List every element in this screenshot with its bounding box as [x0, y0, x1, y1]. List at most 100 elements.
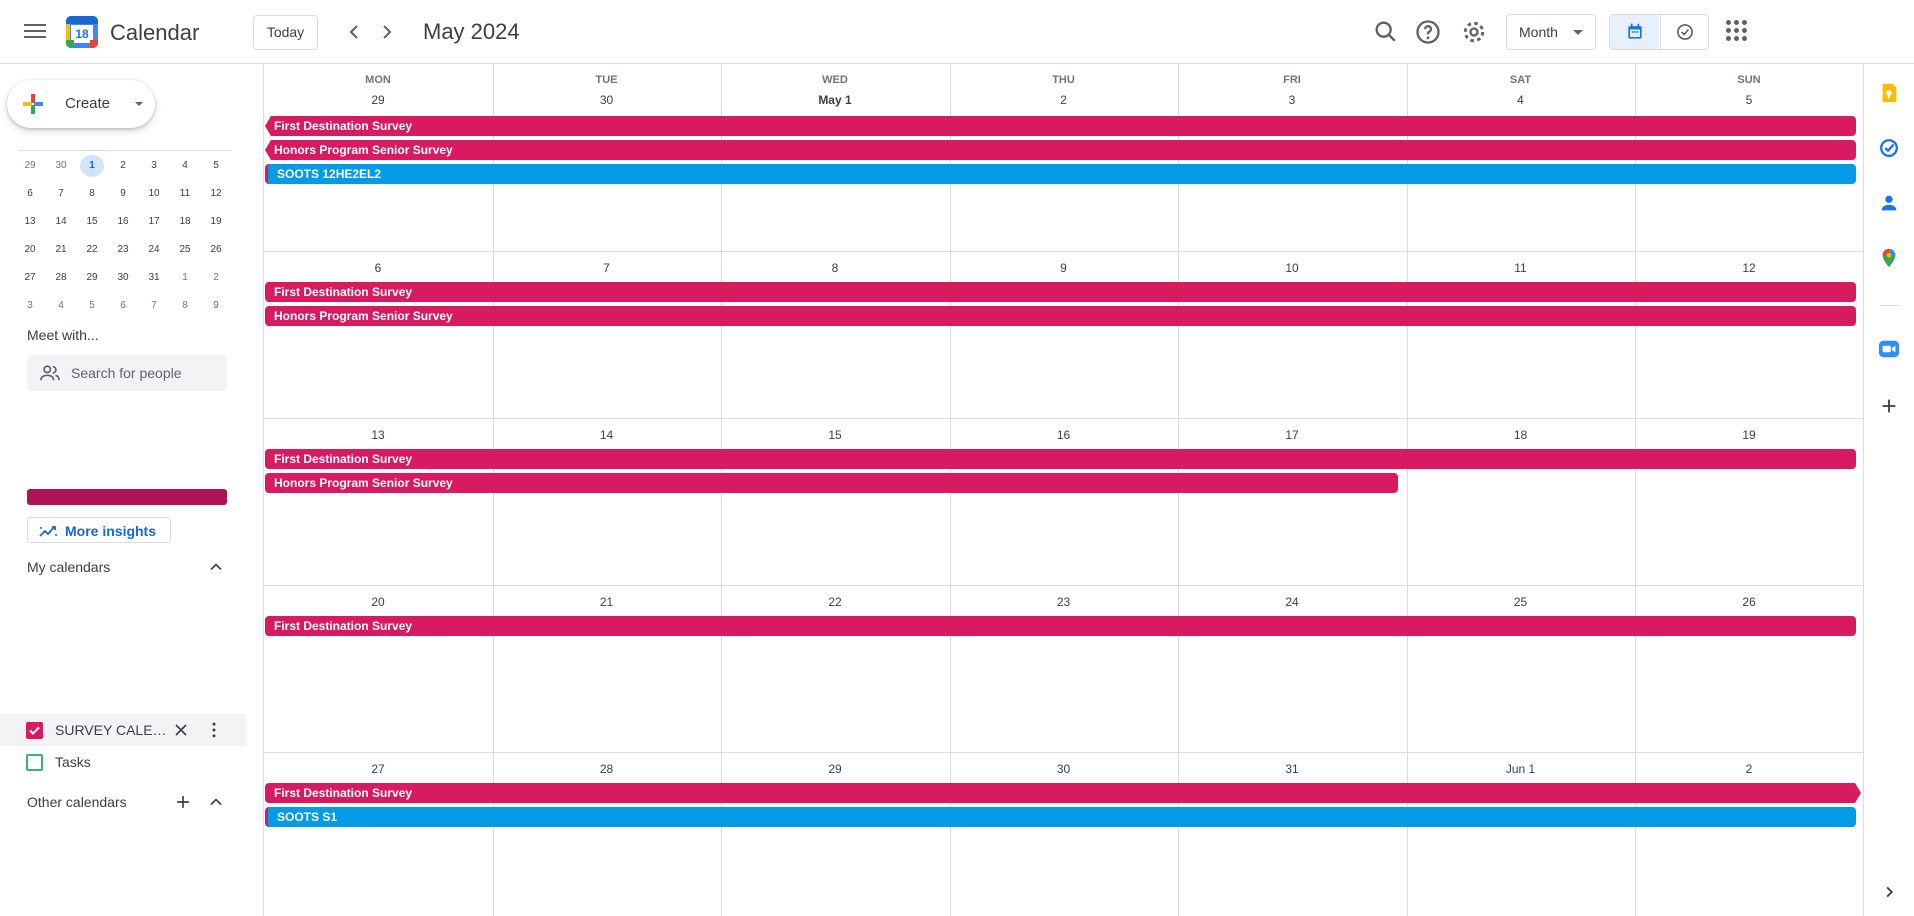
event-chip[interactable]: First Destination Survey: [265, 783, 1861, 803]
keep-notes-icon[interactable]: [1878, 82, 1900, 104]
day-number[interactable]: 30: [1056, 762, 1071, 776]
mini-calendar-day[interactable]: 8: [89, 188, 95, 199]
main-menu-icon[interactable]: [22, 20, 48, 44]
day-number[interactable]: 29: [828, 762, 842, 776]
calendar-item-tasks[interactable]: Tasks: [0, 746, 246, 778]
get-addons-plus-icon[interactable]: [1878, 395, 1900, 417]
day-number[interactable]: 21: [599, 595, 614, 609]
event-chip[interactable]: First Destination Survey: [265, 449, 1856, 469]
mini-calendar-day[interactable]: 23: [117, 244, 129, 255]
day-number[interactable]: 17: [1285, 428, 1299, 442]
view-mode-select[interactable]: Month: [1506, 14, 1596, 50]
mini-calendar-day[interactable]: 1: [182, 272, 188, 283]
zoom-video-icon[interactable]: [1878, 338, 1900, 360]
today-button[interactable]: Today: [253, 15, 318, 50]
day-number[interactable]: 16: [1056, 428, 1071, 442]
event-chip[interactable]: Honors Program Senior Survey: [265, 140, 1856, 160]
mini-calendar-day[interactable]: 9: [120, 188, 126, 199]
mini-calendar-day[interactable]: 21: [55, 244, 67, 255]
mini-calendar-day[interactable]: 22: [86, 244, 98, 255]
day-number[interactable]: 19: [1742, 428, 1756, 442]
search-icon[interactable]: [1372, 18, 1400, 46]
calendar-item-survey[interactable]: SURVEY CALENDAR: [0, 714, 246, 746]
chevron-up-icon[interactable]: [206, 557, 226, 577]
mini-calendar-day[interactable]: 13: [24, 216, 36, 227]
day-number[interactable]: 10: [1285, 261, 1299, 275]
day-number[interactable]: 29: [371, 93, 385, 107]
mini-calendar-day[interactable]: 24: [148, 244, 160, 255]
mini-calendar-day[interactable]: 14: [55, 216, 67, 227]
event-chip[interactable]: Honors Program Senior Survey: [265, 473, 1398, 493]
mini-calendar-day[interactable]: 2: [120, 160, 126, 171]
day-number[interactable]: 9: [1060, 261, 1067, 275]
contacts-icon[interactable]: [1878, 192, 1900, 214]
day-number[interactable]: 13: [371, 428, 385, 442]
close-icon[interactable]: [171, 720, 191, 740]
day-number[interactable]: 4: [1517, 93, 1524, 107]
mini-calendar-day[interactable]: 27: [24, 272, 36, 283]
mini-calendar-day[interactable]: 4: [182, 160, 188, 171]
mini-calendar-day[interactable]: 3: [27, 300, 33, 311]
day-number[interactable]: 18: [1513, 428, 1528, 442]
day-number[interactable]: 26: [1742, 595, 1756, 609]
create-button[interactable]: Create: [7, 80, 155, 128]
mini-calendar-day[interactable]: 11: [179, 188, 191, 199]
mini-calendar-day[interactable]: 30: [55, 160, 67, 171]
google-apps-icon[interactable]: [1726, 20, 1748, 42]
day-number[interactable]: 2: [1745, 762, 1753, 776]
day-number[interactable]: 23: [1056, 595, 1071, 609]
chevron-up-icon[interactable]: [206, 792, 226, 812]
mini-calendar-day[interactable]: 29: [86, 272, 98, 283]
mini-calendar-day[interactable]: 18: [179, 216, 191, 227]
search-people-input[interactable]: Search for people: [27, 355, 227, 391]
calendar-view-toggle[interactable]: [1610, 15, 1659, 49]
event-chip[interactable]: First Destination Survey: [265, 116, 1856, 136]
mini-calendar-day[interactable]: 19: [210, 216, 222, 227]
day-number[interactable]: 31: [1285, 762, 1299, 776]
tasks-icon[interactable]: [1878, 137, 1900, 159]
mini-calendar-day[interactable]: 31: [148, 272, 160, 283]
day-number[interactable]: 14: [599, 428, 614, 442]
day-number[interactable]: 30: [599, 93, 614, 107]
day-number[interactable]: 20: [371, 595, 385, 609]
next-month-button[interactable]: [375, 20, 399, 44]
other-calendars-heading[interactable]: Other calendars: [27, 794, 127, 810]
settings-gear-icon[interactable]: [1460, 18, 1488, 46]
mini-calendar-day[interactable]: 6: [120, 300, 126, 311]
event-chip[interactable]: First Destination Survey: [265, 616, 1856, 636]
mini-calendar-day[interactable]: 16: [117, 216, 129, 227]
day-number[interactable]: 2: [1060, 93, 1067, 107]
day-number[interactable]: Jun 1: [1505, 762, 1536, 776]
mini-calendar-day[interactable]: 25: [179, 244, 191, 255]
day-number[interactable]: 27: [371, 762, 385, 776]
mini-calendar-day[interactable]: 8: [182, 300, 188, 311]
event-chip[interactable]: SOOTS 12HE2EL2: [265, 164, 1856, 184]
mini-calendar-day[interactable]: 4: [58, 300, 64, 311]
day-number[interactable]: 24: [1285, 595, 1299, 609]
help-icon[interactable]: [1414, 18, 1442, 46]
day-number[interactable]: 6: [374, 261, 382, 275]
event-chip[interactable]: First Destination Survey: [265, 282, 1856, 302]
day-number[interactable]: 8: [831, 261, 839, 275]
event-chip[interactable]: Honors Program Senior Survey: [265, 306, 1856, 326]
mini-calendar-day[interactable]: 9: [213, 300, 219, 311]
mini-calendar-day[interactable]: 29: [24, 160, 36, 171]
mini-calendar-day[interactable]: 5: [213, 160, 219, 171]
mini-calendar-day[interactable]: 20: [24, 244, 36, 255]
day-number[interactable]: 5: [1745, 93, 1753, 107]
more-options-icon[interactable]: [204, 720, 224, 740]
day-number[interactable]: 7: [603, 261, 610, 275]
mini-calendar-day[interactable]: 17: [148, 216, 160, 227]
mini-calendar-day[interactable]: 30: [117, 272, 129, 283]
mini-calendar-day[interactable]: 15: [86, 216, 98, 227]
day-number[interactable]: 25: [1513, 595, 1528, 609]
mini-calendar-day[interactable]: 1: [80, 155, 104, 177]
mini-calendar-day[interactable]: 2: [213, 272, 219, 283]
previous-month-button[interactable]: [342, 20, 366, 44]
mini-calendar-day[interactable]: 28: [55, 272, 67, 283]
maps-pin-icon[interactable]: [1878, 247, 1900, 269]
mini-calendar-day[interactable]: 12: [210, 188, 222, 199]
event-chip[interactable]: SOOTS S1: [265, 807, 1856, 827]
more-insights-button[interactable]: More insights: [27, 517, 171, 543]
mini-calendar-day[interactable]: 7: [151, 300, 157, 311]
